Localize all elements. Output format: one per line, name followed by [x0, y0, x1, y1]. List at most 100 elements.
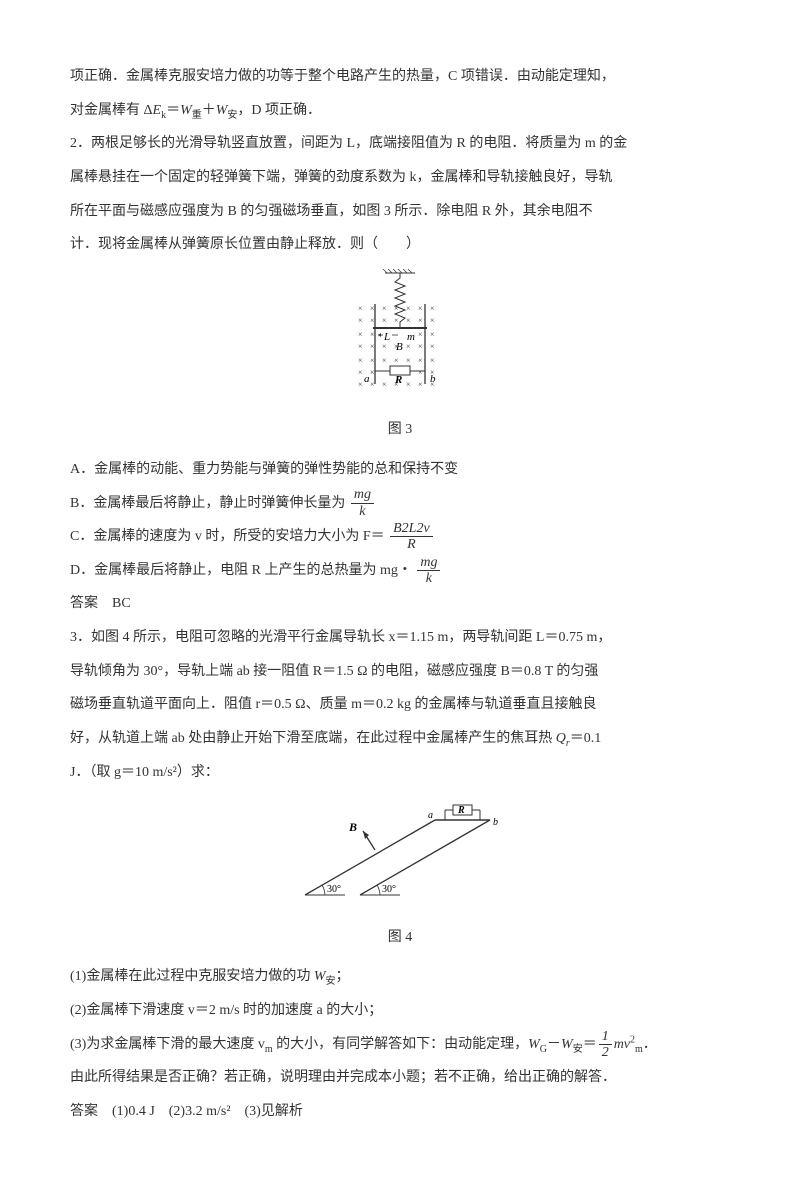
- svg-text:×: ×: [370, 342, 375, 351]
- intro-w2: W: [216, 103, 228, 118]
- q3-sub2: (2)金属棒下滑速度 v＝2 m/s 时的加速度 a 的大小；: [70, 994, 730, 1028]
- svg-text:×: ×: [430, 342, 435, 351]
- q3-sub3-mid: 的大小，有同学解答如下：由动能定理，: [273, 1037, 529, 1052]
- intro-ek: E: [153, 103, 162, 118]
- q2-optA: A．金属棒的动能、重力势能与弹簧的弹性势能的总和保持不变: [70, 453, 730, 487]
- q3-sub3-mv: mv: [614, 1037, 630, 1052]
- q2-line4: 计．现将金属棒从弹簧原长位置由静止释放．则（ ）: [70, 228, 730, 262]
- intro-plus: ＋: [202, 103, 216, 118]
- q2-optB-text: B．金属棒最后将静止，静止时弹簧伸长量为: [70, 496, 345, 511]
- svg-text:×: ×: [430, 330, 435, 339]
- figure-3-svg: ××××××× ××××××× ×××× ××××××× ××××××× ×××…: [340, 268, 460, 398]
- figure-4-svg: R a b B 30° 30°: [285, 795, 515, 905]
- intro-l2-before: 对金属棒有 Δ: [70, 103, 153, 118]
- intro-l2-after: ，D 项正确．: [237, 103, 321, 118]
- svg-text:×: ×: [382, 356, 387, 365]
- svg-text:×: ×: [418, 342, 423, 351]
- q3-answer: 答案 (1)0.4 J (2)3.2 m/s² (3)见解析: [70, 1095, 730, 1129]
- svg-text:×: ×: [430, 356, 435, 365]
- q3-sub1-wsub: 安: [326, 976, 336, 987]
- q3-sub3-eq: ＝: [583, 1037, 597, 1052]
- svg-text:×: ×: [370, 304, 375, 313]
- q2-optD-text: D．金属棒最后将静止，电阻 R 上产生的总热量为 mg・: [70, 563, 412, 578]
- svg-text:×: ×: [418, 356, 423, 365]
- q3-sub3-vsub: m: [265, 1043, 273, 1054]
- intro-line2: 对金属棒有 ΔEk＝W重＋W安，D 项正确．: [70, 94, 730, 128]
- svg-text:×: ×: [418, 380, 423, 389]
- q2-optD-num: mg: [417, 555, 440, 571]
- q2-optD-den: k: [417, 571, 440, 586]
- q3-sub3: (3)为求金属棒下滑的最大速度 vm 的大小，有同学解答如下：由动能定理，WG－…: [70, 1028, 730, 1062]
- q3-sub3-num: 1: [599, 1029, 612, 1045]
- q3-line2: 导轨倾角为 30°，导轨上端 ab 接一阻值 R＝1.5 Ω 的电阻，磁感应强度…: [70, 655, 730, 689]
- q3-sub3-wasub: 安: [573, 1043, 583, 1054]
- q3-sub1: (1)金属棒在此过程中克服安培力做的功 W安；: [70, 960, 730, 994]
- q3-sub3-den: 2: [599, 1045, 612, 1060]
- q2-line2: 属棒悬挂在一个固定的轻弹簧下端，弹簧的劲度系数为 k，金属棒和导轨接触良好，导轨: [70, 161, 730, 195]
- intro-eq: ＝: [166, 103, 180, 118]
- svg-text:×: ×: [406, 356, 411, 365]
- svg-text:×: ×: [430, 316, 435, 325]
- q2-line1: 2．两根足够长的光滑导轨竖直放置，间距为 L，底端接阻值为 R 的电阻．将质量为…: [70, 127, 730, 161]
- fig4-label-R: R: [457, 805, 465, 816]
- svg-text:×: ×: [358, 356, 363, 365]
- svg-text:×: ×: [382, 342, 387, 351]
- svg-text:×: ×: [382, 380, 387, 389]
- q3-line1: 3．如图 4 所示，电阻可忽略的光滑平行金属导轨长 x＝1.15 m，两导轨间距…: [70, 621, 730, 655]
- q3-line5: J．（取 g＝10 m/s²）求：: [70, 756, 730, 790]
- svg-text:×: ×: [406, 316, 411, 325]
- svg-text:×: ×: [370, 356, 375, 365]
- svg-text:×: ×: [358, 316, 363, 325]
- fig3-caption: 图 3: [70, 413, 730, 447]
- svg-text:×: ×: [406, 380, 411, 389]
- svg-text:×: ×: [394, 356, 399, 365]
- q3-l4-q: Q: [556, 731, 566, 746]
- svg-text:×: ×: [358, 330, 363, 339]
- q3-sub1-w: W: [314, 969, 326, 984]
- q3-line4: 好，从轨道上端 ab 处由静止开始下滑至底端，在此过程中金属棒产生的焦耳热 Qr…: [70, 722, 730, 756]
- svg-text:×: ×: [382, 304, 387, 313]
- q2-optB-den: k: [351, 504, 374, 519]
- fig4-caption: 图 4: [70, 921, 730, 955]
- fig4-label-b: b: [493, 817, 498, 828]
- svg-text:×: ×: [418, 368, 423, 377]
- q3-l4-after: ＝0.1: [570, 731, 602, 746]
- q3-sub3-minus: －: [547, 1037, 561, 1052]
- svg-text:×: ×: [406, 304, 411, 313]
- q2-optC: C．金属棒的速度为 v 时，所受的安培力大小为 F＝ B2L2vR: [70, 520, 730, 554]
- q2-optB-num: mg: [351, 487, 374, 503]
- q2-optB: B．金属棒最后将静止，静止时弹簧伸长量为 mgk: [70, 487, 730, 521]
- svg-text:×: ×: [358, 304, 363, 313]
- svg-text:×: ×: [358, 368, 363, 377]
- svg-text:×: ×: [358, 342, 363, 351]
- q3-sub3-wgsub: G: [540, 1043, 547, 1054]
- q3-sub1-after: ；: [336, 969, 350, 984]
- svg-text:×: ×: [406, 342, 411, 351]
- svg-text:×: ×: [418, 330, 423, 339]
- q2-line3: 所在平面与磁感应强度为 B 的匀强磁场垂直，如图 3 所示．除电阻 R 外，其余…: [70, 195, 730, 229]
- q3-sub3-frac: 12: [599, 1029, 612, 1061]
- q3-sub3-mvsub: m: [635, 1043, 643, 1054]
- q2-optC-den: R: [390, 537, 433, 552]
- q3-sub1-before: (1)金属棒在此过程中克服安培力做的功: [70, 969, 314, 984]
- fig3-label-a: a: [364, 373, 370, 385]
- intro-line1: 项正确．金属棒克服安培力做的功等于整个电路产生的热量，C 项错误．由动能定理知，: [70, 60, 730, 94]
- q2-optC-frac: B2L2vR: [390, 521, 433, 553]
- fig4-label-ang2: 30°: [382, 884, 396, 895]
- svg-text:×: ×: [418, 316, 423, 325]
- q3-sub3-wa: W: [561, 1037, 573, 1052]
- intro-w1: W: [180, 103, 192, 118]
- fig4-label-ang1: 30°: [327, 884, 341, 895]
- svg-text:×: ×: [430, 304, 435, 313]
- q2-optD-frac: mgk: [417, 555, 440, 587]
- fig3-label-R: R: [394, 374, 402, 386]
- fig3-label-m: m: [407, 331, 415, 343]
- q3-sub3-line2: 由此所得结果是否正确？若正确，说明理由并完成本小题；若不正确，给出正确的解答．: [70, 1061, 730, 1095]
- figure-3: ××××××× ××××××× ×××× ××××××× ××××××× ×××…: [70, 268, 730, 447]
- fig4-label-a: a: [428, 810, 433, 821]
- svg-text:×: ×: [370, 330, 375, 339]
- q2-answer: 答案 BC: [70, 587, 730, 621]
- svg-text:×: ×: [394, 316, 399, 325]
- fig3-label-L: L: [383, 331, 390, 343]
- svg-text:×: ×: [370, 368, 375, 377]
